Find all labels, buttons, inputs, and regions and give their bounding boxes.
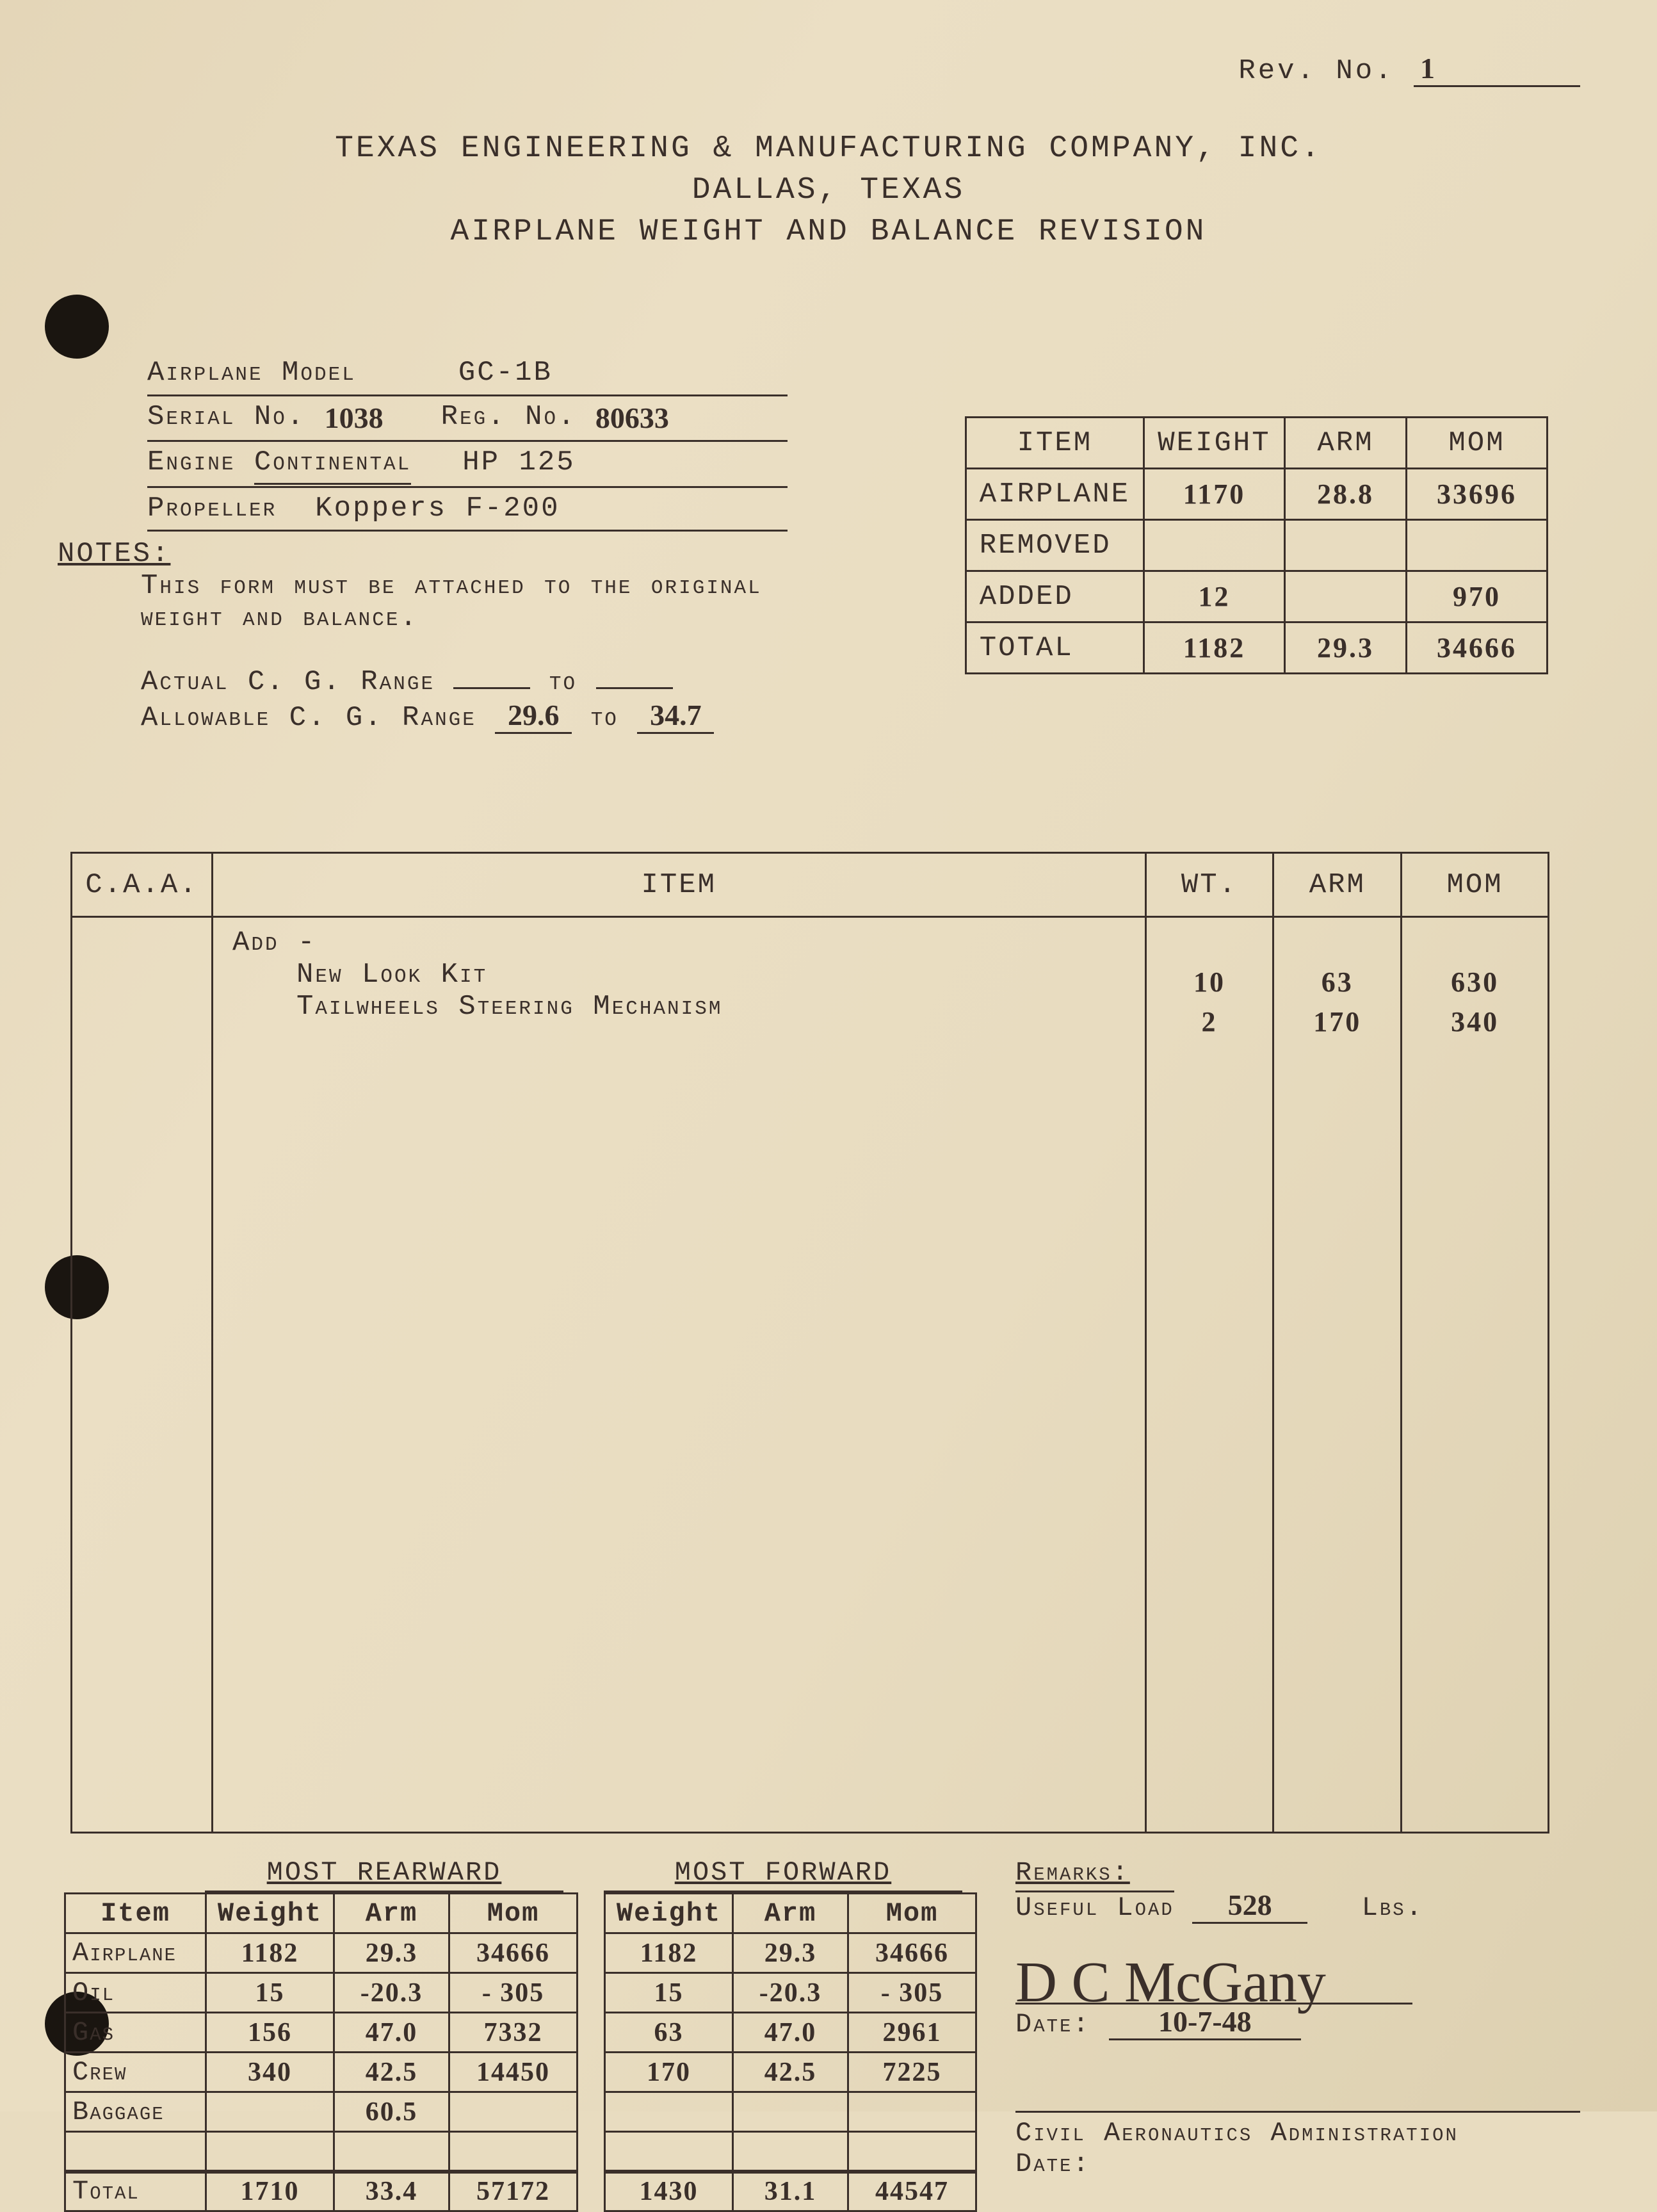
notes-text: This form must be attached to the origin…	[141, 570, 794, 634]
item-line-0: New Look Kit	[296, 959, 1135, 991]
model-value: GC-1B	[458, 354, 553, 393]
allow-cg-from: 29.6	[495, 698, 572, 734]
sum-row-removed: REMOVED	[966, 520, 1547, 571]
rw-baggage: Baggage	[65, 2092, 206, 2132]
caa-label: Civil Aeronautics Administration	[1015, 2118, 1580, 2149]
sum-col-mom: MOM	[1407, 418, 1548, 469]
hp-label: HP	[462, 443, 500, 485]
sum-col-weight: WEIGHT	[1144, 418, 1285, 469]
actual-cg-to	[596, 687, 673, 689]
items-mom-cell: 630 340	[1402, 917, 1549, 1833]
sum-row-added: ADDED12970	[966, 571, 1547, 622]
revision-field: Rev. No. 1	[1238, 51, 1580, 87]
allow-cg-label: Allowable C. G. Range	[141, 702, 476, 734]
sum-row-total: TOTAL118229.334666	[966, 622, 1547, 674]
items-desc-cell: Add - New Look Kit Tailwheels Steering M…	[212, 917, 1145, 1833]
model-label: Airplane Model	[147, 354, 356, 393]
items-col-caa: C.A.A.	[72, 853, 213, 917]
reg-value: 80633	[595, 398, 669, 439]
summary-table: ITEM WEIGHT ARM MOM AIRPLANE117028.83369…	[965, 416, 1548, 674]
engine-label: Engine	[147, 443, 235, 485]
allow-cg-to: 34.7	[637, 698, 714, 734]
date-value: 10-7-48	[1109, 2005, 1301, 2040]
serial-label: Serial No.	[147, 398, 305, 439]
date-label: Date:	[1015, 2009, 1091, 2040]
sum-row-airplane: AIRPLANE117028.833696	[966, 469, 1547, 520]
actual-cg-from	[453, 687, 530, 689]
remarks-label: Remarks:	[1015, 1857, 1580, 1888]
items-caa-cell	[72, 917, 213, 1833]
to-label-1: to	[549, 666, 577, 698]
rw-oil: Oil	[65, 1973, 206, 2013]
form-title: AIRPLANE WEIGHT AND BALANCE REVISION	[64, 211, 1593, 253]
notes-block: NOTES: This form must be attached to the…	[58, 538, 794, 734]
add-label: Add -	[232, 927, 1135, 959]
items-col-arm: ARM	[1273, 853, 1402, 917]
items-wt-cell: 10 2	[1145, 917, 1273, 1833]
forward-title: MOST FORWARD	[604, 1857, 962, 1892]
prop-label: Propeller	[147, 489, 277, 529]
items-table: C.A.A. ITEM WT. ARM MOM Add - New Look K…	[70, 852, 1549, 1834]
forward-block: MOST FORWARD Weight Arm Mom 118229.33466…	[604, 1857, 977, 2212]
rw-airplane: Airplane	[65, 1933, 206, 1973]
company-name: TEXAS ENGINEERING & MANUFACTURING COMPAN…	[64, 128, 1593, 170]
rw-crew: Crew	[65, 2053, 206, 2092]
remarks-block: Remarks: Useful Load 528 Lbs. D C McGany…	[1003, 1857, 1580, 2212]
serial-value: 1038	[325, 398, 384, 439]
notes-heading: NOTES:	[58, 538, 794, 570]
useful-load-label: Useful Load	[1015, 1891, 1174, 1923]
aircraft-info: Airplane Model GC-1B Serial No. 1038 Reg…	[147, 352, 788, 532]
sum-col-arm: ARM	[1285, 418, 1407, 469]
rearward-title: MOST REARWARD	[205, 1857, 563, 1892]
items-col-mom: MOM	[1402, 853, 1549, 917]
items-arm-cell: 63 170	[1273, 917, 1402, 1833]
prop-value: Koppers F-200	[315, 489, 560, 529]
rearward-block: MOST REARWARD Item Weight Arm Mom Airpla…	[64, 1857, 578, 2212]
rev-label: Rev. No.	[1238, 55, 1394, 87]
items-col-item: ITEM	[212, 853, 1145, 917]
form-header: TEXAS ENGINEERING & MANUFACTURING COMPAN…	[64, 128, 1593, 252]
engine-value: Continental	[254, 443, 411, 485]
actual-cg-label: Actual C. G. Range	[141, 666, 435, 698]
rev-value: 1	[1414, 51, 1580, 87]
sum-col-item: ITEM	[966, 418, 1144, 469]
reg-label: Reg. No.	[441, 398, 577, 439]
useful-load-value: 528	[1192, 1888, 1307, 1924]
item-line-1: Tailwheels Steering Mechanism	[296, 991, 1135, 1023]
items-col-wt: WT.	[1145, 853, 1273, 917]
to-label-2: to	[591, 702, 618, 734]
rw-total: Total	[65, 2172, 206, 2211]
hp-value: 125	[519, 443, 575, 485]
rw-gas: Gas	[65, 2013, 206, 2053]
lbs-label: Lbs.	[1362, 1892, 1424, 1923]
company-location: DALLAS, TEXAS	[64, 170, 1593, 211]
caa-date-label: Date:	[1015, 2149, 1580, 2179]
